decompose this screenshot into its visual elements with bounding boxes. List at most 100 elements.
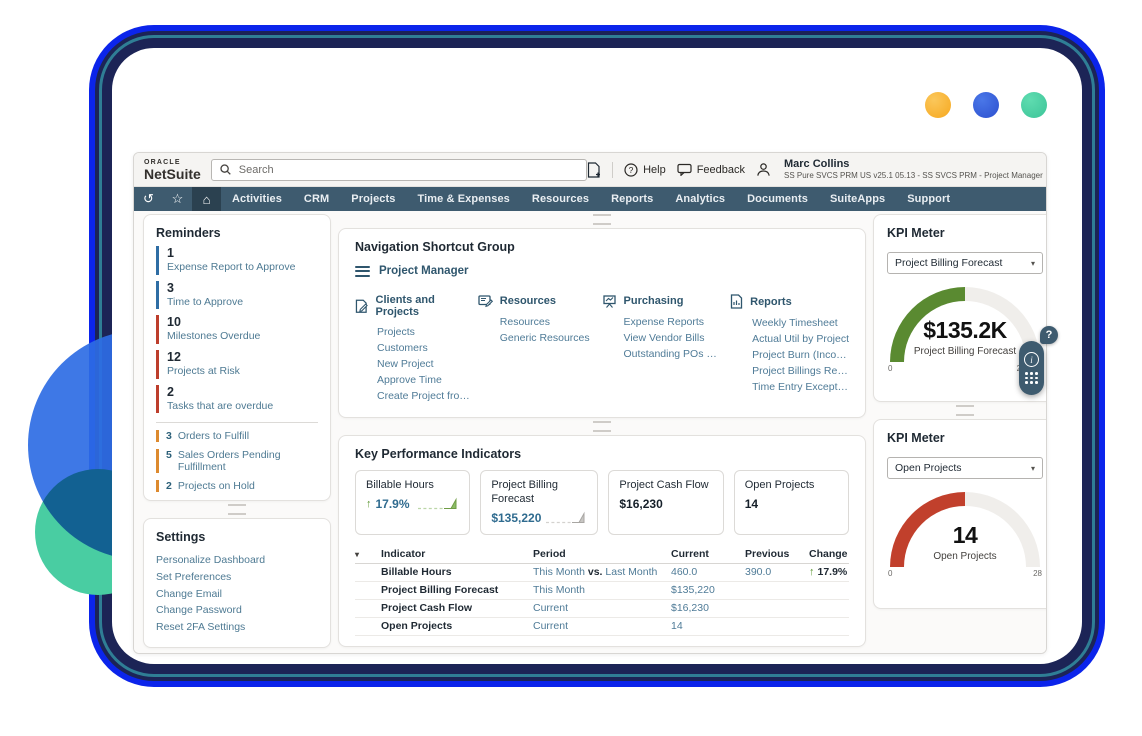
shortcut-drag-handle[interactable] (593, 214, 611, 225)
cell-period-link[interactable]: Current (533, 620, 569, 632)
settings-panel: Settings Personalize Dashboard Set Prefe… (143, 518, 331, 648)
table-row-billing-forecast: Project Billing Forecast This Month $135… (355, 582, 849, 600)
cell-period-link[interactable]: Current (533, 602, 569, 614)
search-input[interactable] (236, 162, 579, 177)
group-header[interactable]: Purchasing (602, 294, 731, 308)
reminder-expense-report[interactable]: 1 Expense Report to Approve (156, 246, 318, 275)
shortcut-link-new-project[interactable]: New Project (377, 357, 434, 370)
settings-drag-handle[interactable] (228, 504, 246, 515)
group-header[interactable]: Resources (478, 294, 602, 308)
help-bubble-button[interactable]: ? (1040, 326, 1058, 344)
user-role: SS Pure SVCS PRM US v25.1 05.13 - SS SVC… (784, 171, 1043, 181)
group-header[interactable]: Reports (730, 294, 849, 309)
new-document-icon[interactable] (587, 161, 601, 178)
kpi-drag-handle[interactable] (593, 421, 611, 432)
table-row-cash-flow: Project Cash Flow Current $16,230 (355, 600, 849, 618)
shortcut-link-time-entry[interactable]: Time Entry Except… (752, 380, 849, 393)
settings-link-personalize[interactable]: Personalize Dashboard (156, 554, 266, 566)
card-edit-icon (478, 295, 493, 308)
kpi-tile-billable-hours[interactable]: Billable Hours ↑ 17.9% (355, 470, 471, 535)
reminder-tasks-overdue[interactable]: 2 Tasks that are overdue (156, 384, 318, 414)
reminder-milestones-overdue[interactable]: 10 Milestones Overdue (156, 315, 318, 344)
settings-title: Settings (156, 530, 206, 544)
shortcut-link-outstanding-pos[interactable]: Outstanding POs … (623, 347, 717, 360)
trend-up-icon: ↑ (809, 566, 815, 578)
table-menu-caret-icon[interactable]: ▾ (355, 549, 360, 559)
reminder-projects-on-hold[interactable]: 2 Projects on Hold (156, 480, 318, 493)
info-icon[interactable]: i (1024, 352, 1039, 368)
tab-documents[interactable]: Documents (747, 193, 808, 205)
kpi-tile-billing-forecast[interactable]: Project Billing Forecast $135,220 (480, 470, 599, 535)
shortcut-link-view-vendor-bills[interactable]: View Vendor Bills (623, 331, 705, 344)
help-button[interactable]: ? Help (624, 162, 666, 177)
header-actions: ? Help Feedback Marc Collins SS Pure SVC… (587, 158, 1043, 182)
shortcut-link-actual-util[interactable]: Actual Util by Project (752, 332, 849, 345)
menu-icon (355, 265, 370, 277)
cell-period-link[interactable]: Last Month (605, 566, 658, 578)
file-edit-icon (355, 299, 368, 313)
tab-projects[interactable]: Projects (351, 193, 396, 205)
apps-grid-icon[interactable] (1025, 372, 1038, 384)
user-info[interactable]: Marc Collins SS Pure SVCS PRM US v25.1 0… (784, 158, 1043, 182)
reminder-time-to-approve[interactable]: 3 Time to Approve (156, 280, 318, 310)
tab-time-expenses[interactable]: Time & Expenses (417, 193, 510, 205)
tab-resources[interactable]: Resources (531, 193, 590, 205)
global-search[interactable] (210, 158, 588, 181)
history-icon[interactable]: ↺ (143, 191, 154, 206)
shortcut-link-weekly-timesheet[interactable]: Weekly Timesheet (752, 317, 838, 329)
shortcut-link-expense-reports[interactable]: Expense Reports (623, 316, 705, 328)
gauge-open-projects: 14 Open Projects 0 28 (887, 492, 1043, 578)
cell-current-link[interactable]: 460.0 (671, 566, 698, 578)
cell-period-link[interactable]: This Month (533, 566, 585, 578)
gauge-value: $135.2K (923, 317, 1007, 343)
meter2-drag-handle[interactable] (956, 405, 974, 416)
reminder-count: 2 (166, 480, 172, 493)
user-icon[interactable] (756, 162, 771, 177)
cell-current-link[interactable]: $135,220 (671, 584, 715, 596)
kpi-meter-title: KPI Meter (887, 431, 945, 445)
cell-indicator: Project Billing Forecast (381, 584, 499, 596)
report-doc-icon (730, 294, 743, 309)
tab-suiteapps[interactable]: SuiteApps (829, 193, 886, 205)
shortcut-link-customers[interactable]: Customers (377, 341, 428, 354)
reminder-projects-at-risk[interactable]: 12 Projects at Risk (156, 349, 318, 379)
tab-reports[interactable]: Reports (611, 193, 654, 205)
shortcut-link-project-billings[interactable]: Project Billings Re… (752, 364, 848, 377)
trend-up-icon: ↑ (366, 498, 372, 511)
settings-link-preferences[interactable]: Set Preferences (156, 570, 232, 583)
kpi-tile-open-projects[interactable]: Open Projects 14 (733, 470, 849, 535)
feedback-icon (677, 163, 692, 176)
role-selector[interactable]: Project Manager (355, 265, 849, 277)
tab-analytics[interactable]: Analytics (675, 193, 726, 205)
feedback-button[interactable]: Feedback (677, 163, 745, 176)
reminder-orders-to-fulfill[interactable]: 3 Orders to Fulfill (156, 430, 318, 443)
navigation-shortcut-panel: Navigation Shortcut Group Project Manage… (338, 228, 866, 418)
shortcuts-star-icon[interactable]: ☆ (171, 191, 184, 206)
reminder-sales-orders-pending[interactable]: 5 Sales Orders Pending Fulfillment (156, 449, 318, 474)
cell-current-link[interactable]: $16,230 (671, 602, 709, 614)
group-header[interactable]: Clients and Projects (355, 294, 478, 318)
shortcut-link-project-burn[interactable]: Project Burn (Inco… (752, 348, 847, 361)
settings-link-change-email[interactable]: Change Email (156, 587, 222, 600)
home-icon[interactable]: ⌂ (192, 187, 221, 211)
kpi-meter-select-1[interactable]: Project Billing Forecast ▾ (887, 252, 1043, 274)
kpi-tile-cash-flow[interactable]: Project Cash Flow $16,230 (608, 470, 724, 535)
tab-activities[interactable]: Activities (232, 193, 282, 205)
shortcut-link-approve-time[interactable]: Approve Time (377, 373, 442, 386)
gauge-min: 0 (888, 569, 893, 578)
tab-support[interactable]: Support (907, 193, 951, 205)
kpi-meter-select-2[interactable]: Open Projects ▾ (887, 457, 1043, 479)
reminder-label: Time to Approve (167, 295, 244, 308)
settings-link-change-password[interactable]: Change Password (156, 604, 242, 617)
cell-current-link[interactable]: 14 (671, 620, 683, 632)
cell-previous-link[interactable]: 390.0 (745, 566, 772, 578)
shortcut-link-create-project[interactable]: Create Project fro… (377, 389, 470, 402)
help-icon: ? (624, 162, 638, 177)
tab-crm[interactable]: CRM (303, 193, 330, 205)
shortcut-link-generic-resources[interactable]: Generic Resources (499, 331, 590, 344)
netsuite-logo[interactable]: ORACLE NetSuite (144, 159, 201, 181)
cell-period-link[interactable]: This Month (533, 584, 585, 596)
settings-link-reset-2fa[interactable]: Reset 2FA Settings (156, 621, 246, 634)
shortcut-link-projects[interactable]: Projects (377, 326, 415, 338)
shortcut-link-resources[interactable]: Resources (499, 316, 550, 328)
